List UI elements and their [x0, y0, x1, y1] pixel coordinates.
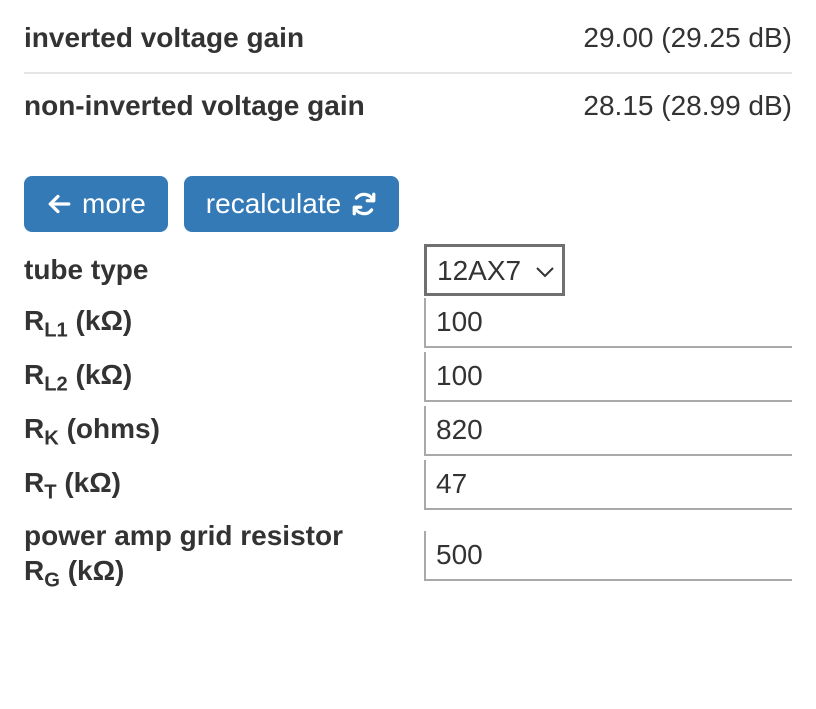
- row-rg: power amp grid resistor RG (kΩ): [24, 512, 792, 600]
- results-table: inverted voltage gain 29.00 (29.25 dB) n…: [24, 6, 792, 140]
- row-rt: RT (kΩ): [24, 458, 792, 512]
- label-rl1: RL1 (kΩ): [24, 297, 424, 350]
- result-label-noninverted: non-inverted voltage gain: [24, 73, 469, 140]
- button-row: more recalculate: [24, 176, 792, 232]
- row-rk: RK (ohms): [24, 404, 792, 458]
- label-rl2: RL2 (kΩ): [24, 351, 424, 404]
- select-tube-type[interactable]: 12AX7: [424, 244, 565, 296]
- input-rt[interactable]: [424, 460, 792, 510]
- label-rg: power amp grid resistor RG (kΩ): [24, 512, 424, 600]
- more-button[interactable]: more: [24, 176, 168, 232]
- arrow-left-icon: [46, 191, 72, 217]
- row-rl1: RL1 (kΩ): [24, 296, 792, 350]
- recalculate-button-label: recalculate: [206, 188, 341, 220]
- result-value-noninverted: 28.15 (28.99 dB): [469, 73, 792, 140]
- label-rt: RT (kΩ): [24, 459, 424, 512]
- result-row-inverted: inverted voltage gain 29.00 (29.25 dB): [24, 6, 792, 73]
- label-tube-type: tube type: [24, 246, 424, 293]
- result-label-inverted: inverted voltage gain: [24, 6, 469, 73]
- recalculate-button[interactable]: recalculate: [184, 176, 399, 232]
- label-rk: RK (ohms): [24, 405, 424, 458]
- result-value-inverted: 29.00 (29.25 dB): [469, 6, 792, 73]
- input-rl1[interactable]: [424, 298, 792, 348]
- refresh-icon: [351, 191, 377, 217]
- row-tube-type: tube type 12AX7: [24, 242, 792, 296]
- result-row-noninverted: non-inverted voltage gain 28.15 (28.99 d…: [24, 73, 792, 140]
- row-rl2: RL2 (kΩ): [24, 350, 792, 404]
- calculator-panel: inverted voltage gain 29.00 (29.25 dB) n…: [0, 6, 816, 600]
- input-rl2[interactable]: [424, 352, 792, 402]
- input-rk[interactable]: [424, 406, 792, 456]
- input-rg[interactable]: [424, 531, 792, 581]
- more-button-label: more: [82, 188, 146, 220]
